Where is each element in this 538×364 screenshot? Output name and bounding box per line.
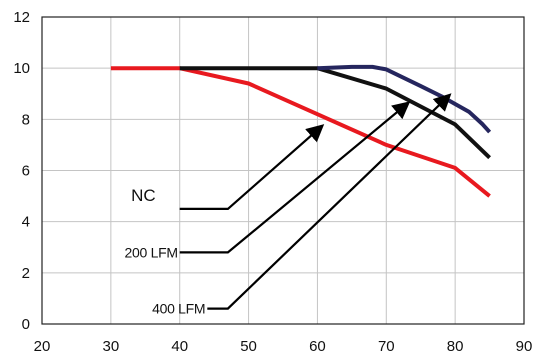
series-line-1 [110,66,491,198]
y-tick-label: 6 [22,163,30,180]
y-tick-label: 8 [22,111,30,128]
x-tick-label: 50 [240,338,257,355]
plot-frame [41,16,525,325]
y-tick-label: 10 [13,60,30,77]
x-tick-label: 90 [516,338,533,355]
annotation-label-3: 400 LFM [152,301,205,317]
y-tick-label: 4 [22,214,30,231]
x-tick-label: 20 [34,338,51,355]
x-tick-label: 70 [378,338,395,355]
annotation-label-2: 200 LFM [125,244,178,260]
annotation-arrow-1 [179,124,325,210]
series-line-2 [179,66,491,160]
axis-ticks: 20 30 40 50 60 70 80 90 0 2 4 6 8 10 12 [13,9,532,355]
y-tick-label: 0 [22,316,30,333]
grid [42,17,524,324]
y-tick-label: 2 [22,265,30,282]
annotation-arrow-2 [179,101,411,254]
x-tick-label: 60 [309,338,326,355]
y-tick-label: 12 [13,9,30,26]
series-line-3 [317,64,492,134]
x-tick-label: 30 [103,338,120,355]
x-tick-label: 40 [171,338,188,355]
series-lines [110,64,492,198]
annotations: NC 200 LFM 400 LFM [125,93,452,317]
annotation-label-1: NC [131,186,156,205]
x-tick-label: 80 [447,338,464,355]
annotation-arrow-3 [207,93,452,310]
